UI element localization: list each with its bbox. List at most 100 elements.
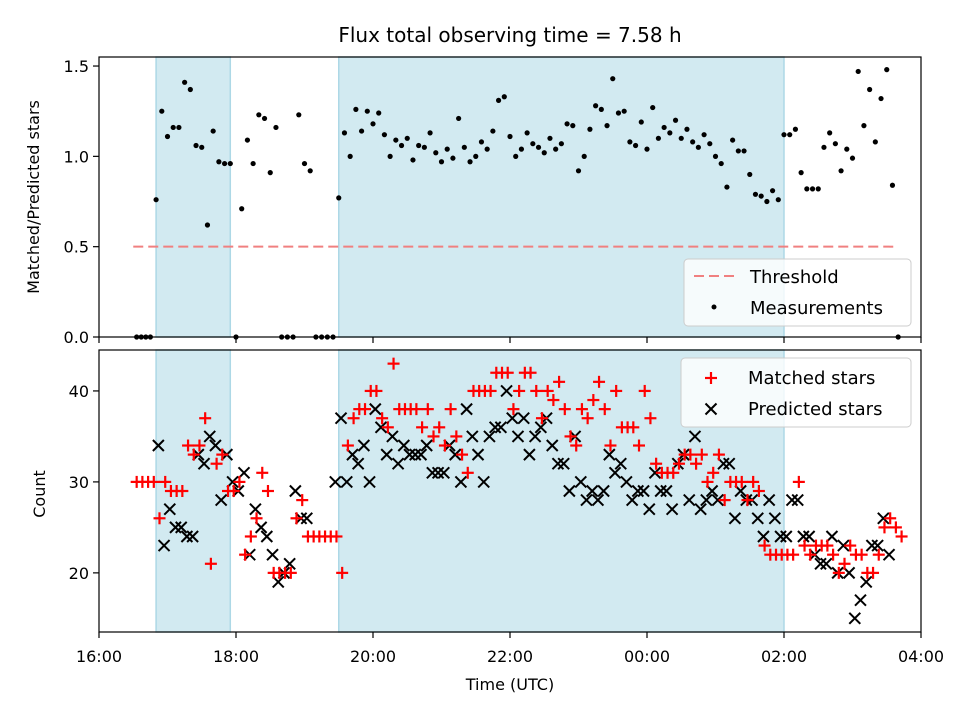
predicted-star-marker <box>563 484 576 498</box>
matched-star-marker <box>712 448 725 461</box>
matched-star-marker <box>450 430 463 443</box>
measurement-point <box>370 121 376 127</box>
matched-star-marker <box>884 512 897 525</box>
measurement-point <box>507 133 513 140</box>
measurement-point <box>404 135 410 141</box>
predicted-star-marker <box>169 521 182 534</box>
measurement-point <box>678 135 684 141</box>
measurement-point <box>672 117 679 123</box>
measurement-point <box>495 97 502 103</box>
predicted-star-marker <box>374 421 388 434</box>
measurement-point <box>684 126 690 132</box>
measurement-point <box>239 206 245 212</box>
predicted-star-marker <box>665 502 679 516</box>
predicted-star-marker <box>785 493 799 507</box>
measurement-point <box>256 112 262 118</box>
matched-star-marker <box>147 475 160 488</box>
matched-star-marker <box>416 421 429 434</box>
matched-star-marker <box>867 566 880 579</box>
matched-star-marker <box>541 384 554 397</box>
measurement-point <box>558 141 564 147</box>
ratio-y-axis-label: Matched/Predicted stars <box>24 100 43 294</box>
matched-star-marker <box>250 512 263 525</box>
predicted-star-marker <box>289 484 302 498</box>
predicted-star-marker <box>426 466 439 480</box>
measurement-point <box>724 184 730 190</box>
ratio-y-ticks: 0.0 0.5 1.0 1.5 <box>64 57 99 347</box>
predicted-star-marker <box>768 512 782 525</box>
measurement-point <box>456 115 462 122</box>
measurement-point <box>176 124 182 131</box>
predicted-star-marker <box>420 439 433 452</box>
matched-star-marker <box>290 512 303 525</box>
matched-star-marker <box>547 394 560 407</box>
matched-star-marker <box>456 448 469 461</box>
matched-star-marker <box>610 384 623 397</box>
measurement-point <box>250 160 256 167</box>
matched-stars-markers <box>130 357 908 579</box>
matched-star-marker <box>427 430 440 443</box>
matched-star-marker <box>261 485 274 497</box>
predicted-star-marker <box>694 502 707 516</box>
predicted-star-marker <box>157 539 171 552</box>
matched-star-marker <box>564 430 577 443</box>
measurement-point <box>444 146 450 152</box>
measurement-point <box>301 160 308 167</box>
measurement-point <box>821 144 827 150</box>
matched-star-marker <box>787 548 800 561</box>
predicted-star-marker <box>814 557 827 570</box>
predicted-star-marker <box>300 512 313 525</box>
predicted-star-marker <box>871 539 884 552</box>
measurement-point <box>889 182 896 188</box>
matched-star-marker <box>535 412 548 425</box>
measurement-point <box>878 95 884 102</box>
ratio-legend: Threshold Measurements <box>683 258 912 327</box>
predicted-star-marker <box>163 502 176 516</box>
measurement-point <box>341 130 348 136</box>
matched-star-marker <box>204 557 217 570</box>
measurement-point <box>844 146 850 152</box>
matched-star-marker <box>889 521 902 534</box>
predicted-star-marker <box>614 457 627 470</box>
matched-star-marker <box>575 403 588 416</box>
measurement-point <box>353 106 359 112</box>
predicted-star-marker <box>877 512 890 525</box>
measurement-point <box>570 123 576 129</box>
matched-star-marker <box>878 521 891 534</box>
predicted-star-marker <box>585 484 599 498</box>
predicted-star-marker <box>557 457 570 470</box>
predicted-star-marker <box>608 466 622 480</box>
matched-star-marker <box>644 412 657 425</box>
matched-star-marker <box>347 412 360 425</box>
x-axis-label: Time (UTC) <box>465 675 554 694</box>
predicted-star-marker <box>837 539 850 552</box>
measurement-point <box>712 153 719 159</box>
matched-star-marker <box>684 448 697 461</box>
legend-predicted-label: Predicted stars <box>748 399 882 420</box>
measurement-point <box>490 128 496 134</box>
predicted-star-marker <box>260 530 274 543</box>
measurement-point <box>747 171 753 178</box>
measurement-point <box>872 139 878 145</box>
measurement-point <box>364 108 370 114</box>
measurement-point <box>667 130 673 136</box>
measurement-point <box>553 146 559 152</box>
count-y-axis-label: Count <box>30 470 49 518</box>
matched-star-marker <box>667 466 680 479</box>
measurement-point <box>695 144 701 150</box>
predicted-star-marker <box>859 575 873 589</box>
measurement-point <box>461 144 467 150</box>
measurement-point <box>610 76 616 82</box>
predicted-star-marker <box>648 466 662 480</box>
predicted-star-marker <box>603 448 616 461</box>
predicted-star-marker <box>351 457 365 470</box>
measurement-point <box>764 198 770 205</box>
matched-star-marker <box>707 466 720 479</box>
measurement-point <box>216 159 222 165</box>
x-tick-label: 16:00 <box>76 647 122 666</box>
predicted-star-marker <box>700 493 713 507</box>
measurement-point <box>518 146 525 152</box>
count-legend: Matched stars Predicted stars <box>680 357 912 428</box>
predicted-star-marker <box>728 512 742 525</box>
matched-star-marker <box>370 384 383 397</box>
